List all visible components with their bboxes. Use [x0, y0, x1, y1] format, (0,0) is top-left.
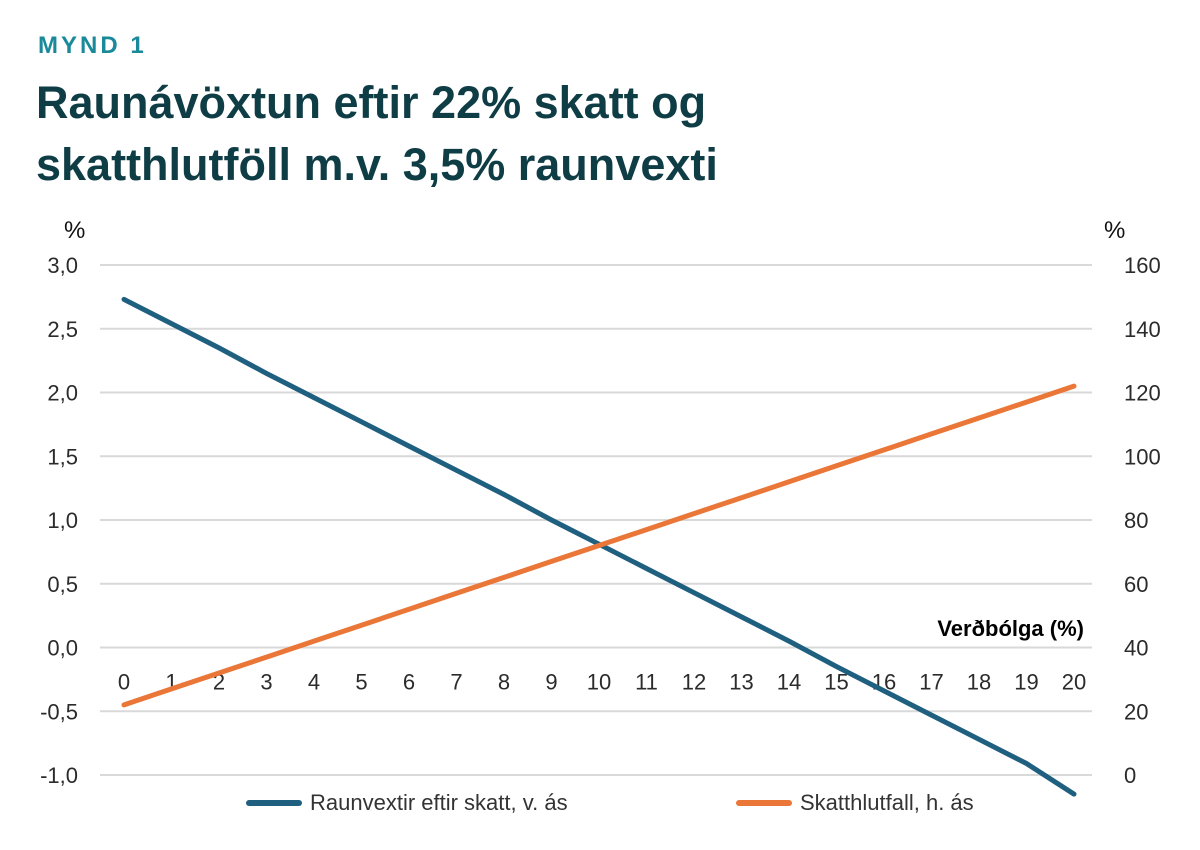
right-tick-label: 160: [1124, 253, 1161, 278]
x-tick-label: 15: [824, 670, 848, 695]
series-lines: [121, 296, 1077, 797]
left-tick-label: 2,0: [47, 381, 78, 406]
x-tick-label: 7: [450, 670, 462, 695]
x-tick-label: 9: [545, 670, 557, 695]
chart-title-line-1: Raunávöxtun eftir 22% skatt og: [36, 77, 707, 128]
left-tick-label: 1,0: [47, 508, 78, 533]
right-tick-label: 0: [1124, 763, 1136, 788]
right-axis-unit: %: [1104, 217, 1125, 244]
legend: Raunvextir eftir skatt, v. ás Skatthlutf…: [0, 790, 1200, 826]
x-tick-label: 12: [682, 670, 706, 695]
x-tick-label: 0: [118, 670, 130, 695]
left-tick-label: -0,5: [40, 699, 78, 724]
x-axis-label: Verðbólga (%): [937, 616, 1084, 641]
right-tick-label: 140: [1124, 317, 1161, 342]
x-tick-label: 3: [260, 670, 272, 695]
grid-lines: [100, 264, 1092, 776]
left-tick-label: 3,0: [47, 253, 78, 278]
right-tick-label: 80: [1124, 508, 1148, 533]
left-axis-unit: %: [64, 217, 85, 244]
left-tick-label: 2,5: [47, 317, 78, 342]
left-tick-label: 0,0: [47, 636, 78, 661]
x-tick-label: 20: [1062, 670, 1086, 695]
left-tick-label: 1,5: [47, 444, 78, 469]
legend-item-series-2: Skatthlutfall, h. ás: [736, 790, 974, 816]
right-tick-label: 60: [1124, 572, 1148, 597]
x-tick-label: 17: [919, 670, 943, 695]
right-axis: 160 140 120 100 80 60 40 20 0: [1124, 253, 1161, 788]
legend-swatch-series-2: [736, 800, 792, 806]
x-tick-label: 13: [729, 670, 753, 695]
x-tick-label: 10: [587, 670, 611, 695]
x-tick-label: 11: [635, 670, 658, 695]
x-tick-label: 5: [355, 670, 367, 695]
x-tick-label: 18: [967, 670, 991, 695]
right-tick-label: 120: [1124, 381, 1161, 406]
chart-title: Raunávöxtun eftir 22% skatt og skatthlut…: [36, 72, 1156, 196]
x-tick-label: 19: [1014, 670, 1038, 695]
left-axis: 3,0 2,5 2,0 1,5 1,0 0,5 0,0 -0,5 -1,0: [40, 253, 78, 788]
right-tick-label: 100: [1124, 444, 1161, 469]
x-tick-label: 6: [403, 670, 415, 695]
x-tick-label: 8: [498, 670, 510, 695]
left-tick-label: -1,0: [40, 763, 78, 788]
legend-swatch-series-1: [246, 800, 302, 806]
series-line-2: [121, 383, 1077, 708]
right-tick-label: 40: [1124, 636, 1148, 661]
chart-title-line-2: skatthlutföll m.v. 3,5% raunvexti: [36, 139, 718, 190]
x-tick-label: 14: [777, 670, 801, 695]
legend-label-series-2: Skatthlutfall, h. ás: [800, 790, 974, 815]
x-axis: 0 1 2 3 4 5 6 7 8 9 10 11 12 13 14 15 16 17 18 19 20: [118, 670, 1086, 695]
legend-item-series-1: Raunvextir eftir skatt, v. ás: [246, 790, 568, 816]
left-tick-label: 0,5: [47, 572, 78, 597]
x-tick-label: 4: [308, 670, 320, 695]
legend-label-series-1: Raunvextir eftir skatt, v. ás: [310, 790, 568, 815]
right-tick-label: 20: [1124, 699, 1148, 724]
figure-kicker: MYND 1: [38, 32, 147, 59]
